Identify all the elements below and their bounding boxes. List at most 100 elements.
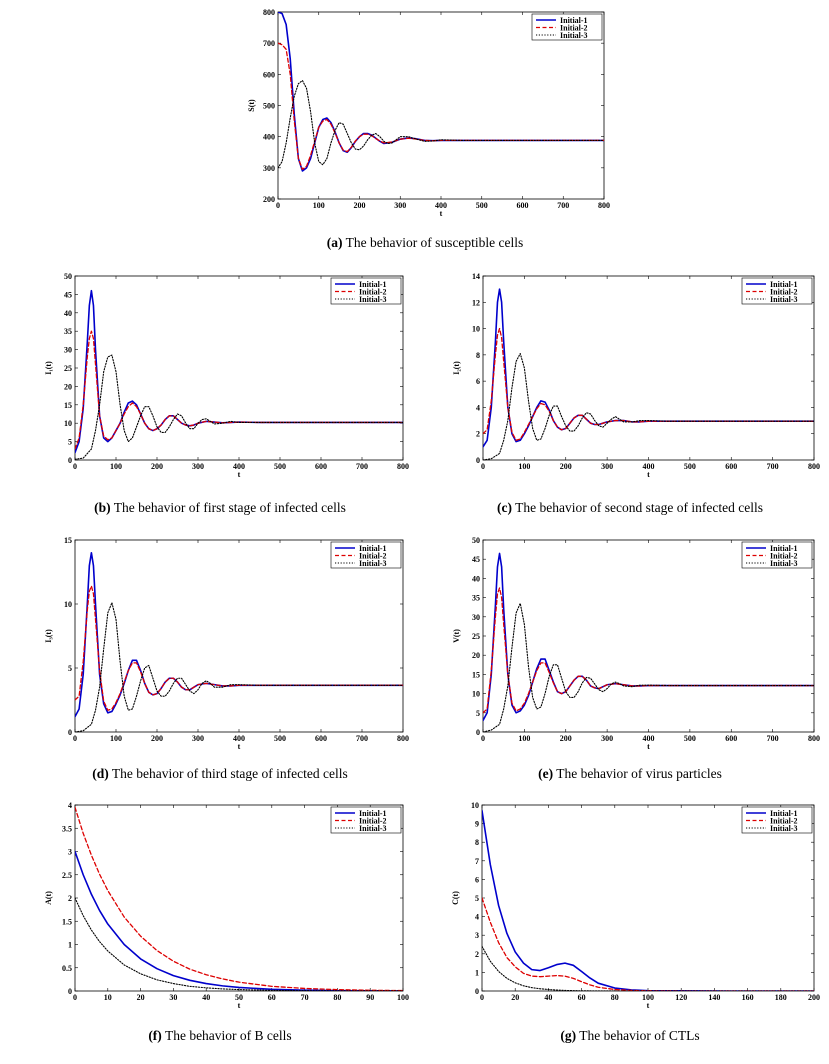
x-tick-label: 700: [356, 734, 368, 743]
y-tick-label: 30: [64, 346, 72, 355]
series-line-initial-2: [483, 327, 814, 441]
x-tick-label: 140: [708, 993, 720, 1002]
x-tick-label: 0: [73, 993, 77, 1002]
legend-label: Initial-2: [770, 287, 798, 296]
y-tick-label: 15: [472, 670, 480, 679]
y-tick-label: 6: [476, 377, 480, 386]
y-tick-label: 1: [475, 968, 479, 977]
y-tick-label: 7: [475, 857, 479, 866]
x-axis-label: t: [238, 742, 241, 751]
legend-label: Initial-2: [770, 816, 798, 825]
y-tick-label: 25: [64, 364, 72, 373]
x-tick-label: 100: [397, 993, 409, 1002]
x-tick-label: 400: [435, 201, 447, 210]
x-tick-label: 100: [313, 201, 325, 210]
y-tick-label: 500: [263, 102, 275, 111]
chart-second-stage-infected: 0 100 200 300 400 500 600 700 800 0 2 4 6 8 10 12 14 t I₂(…: [452, 272, 820, 479]
plot-area: [74, 539, 404, 733]
x-tick-label: 600: [725, 462, 737, 471]
x-tick-label: 500: [684, 734, 696, 743]
x-axis-label: t: [238, 1001, 241, 1010]
x-tick-label: 500: [274, 462, 286, 471]
series-line-initial-3: [75, 354, 403, 460]
y-tick-label: 400: [263, 133, 275, 142]
x-tick-label: 700: [356, 462, 368, 471]
caption-e: (e) The behavior of virus particles: [440, 766, 820, 782]
legend-label: Initial-3: [770, 559, 798, 568]
series-line-initial-2: [75, 330, 403, 450]
y-tick-label: 700: [263, 39, 275, 48]
caption-letter: (b): [94, 500, 111, 515]
x-tick-label: 60: [268, 993, 276, 1002]
legend-label: Initial-2: [359, 551, 387, 560]
y-tick-label: 3: [68, 848, 72, 857]
x-axis-label: t: [647, 1001, 650, 1010]
y-tick-label: 45: [64, 290, 72, 299]
x-axis-label: t: [647, 470, 650, 479]
y-tick-label: 10: [64, 600, 72, 609]
caption-text: The behavior of third stage of infected …: [111, 766, 348, 781]
x-tick-label: 800: [598, 201, 610, 210]
x-tick-label: 70: [301, 993, 309, 1002]
y-tick-label: 10: [472, 325, 480, 334]
y-tick-label: 4: [475, 913, 479, 922]
y-tick-label: 5: [68, 438, 72, 447]
x-tick-label: 90: [366, 993, 374, 1002]
y-tick-label: 5: [475, 894, 479, 903]
x-tick-label: 0: [481, 734, 485, 743]
x-tick-label: 0: [73, 734, 77, 743]
x-tick-label: 40: [544, 993, 552, 1002]
x-tick-label: 600: [315, 734, 327, 743]
legend-label: Initial-1: [770, 280, 798, 289]
caption-a: (a) The behavior of susceptible cells: [240, 235, 610, 251]
x-axis-label: t: [440, 209, 443, 218]
x-tick-label: 160: [742, 993, 754, 1002]
caption-text: The behavior of second stage of infected…: [515, 500, 763, 515]
chart-third-stage-infected: 0 100 200 300 400 500 600 700 800 0 5 10 15 t I₃(t) Ini…: [44, 536, 409, 751]
x-tick-label: 400: [233, 462, 245, 471]
y-tick-label: 10: [64, 419, 72, 428]
caption-letter: (e): [538, 766, 554, 781]
x-tick-label: 400: [233, 734, 245, 743]
chart-b-cells: 0 10 20 30 40 50 60 70 80 90 100 0 0.5 1 1.5 2 2.5 3 3.5 4 t…: [44, 801, 409, 1010]
legend-label: Initial-1: [770, 809, 798, 818]
y-tick-label: 40: [64, 309, 72, 318]
legend-label: Initial-2: [770, 551, 798, 560]
legend-label: Initial-1: [560, 16, 588, 25]
x-tick-label: 300: [192, 462, 204, 471]
y-tick-label: 20: [64, 382, 72, 391]
x-axis-label: t: [238, 470, 241, 479]
caption-letter: (d): [92, 766, 109, 781]
x-tick-label: 200: [560, 462, 572, 471]
series-line-initial-3: [483, 602, 814, 732]
y-tick-label: 8: [476, 351, 480, 360]
y-tick-label: 45: [472, 555, 480, 564]
y-tick-label: 5: [68, 664, 72, 673]
x-tick-label: 40: [202, 993, 210, 1002]
caption-d: (d) The behavior of third stage of infec…: [30, 766, 410, 782]
x-tick-label: 300: [601, 462, 613, 471]
x-tick-label: 120: [675, 993, 687, 1002]
y-tick-label: 4: [68, 801, 72, 810]
y-tick-label: 0.5: [62, 964, 72, 973]
legend-label: Initial-2: [560, 23, 588, 32]
chart-virus-particles: 0 100 200 300 400 500 600 700 800 0 5 10 15 20 25 30 35 4…: [452, 536, 820, 751]
x-tick-label: 200: [808, 993, 820, 1002]
series-line-initial-2: [482, 897, 814, 991]
caption-f: (f) The behavior of B cells: [30, 1028, 410, 1044]
y-tick-label: 600: [263, 70, 275, 79]
y-tick-label: 0: [68, 456, 72, 465]
legend-label: Initial-3: [560, 31, 588, 40]
y-tick-label: 6: [475, 875, 479, 884]
y-tick-label: 4: [476, 403, 480, 412]
x-tick-label: 400: [643, 462, 655, 471]
y-tick-label: 35: [472, 594, 480, 603]
x-tick-label: 200: [151, 734, 163, 743]
x-tick-label: 30: [169, 993, 177, 1002]
y-tick-label: 40: [472, 574, 480, 583]
y-axis-label: I₃(t): [44, 629, 53, 643]
x-tick-label: 700: [767, 734, 779, 743]
x-tick-label: 500: [476, 201, 488, 210]
legend-label: Initial-3: [359, 824, 387, 833]
y-tick-label: 2: [476, 430, 480, 439]
